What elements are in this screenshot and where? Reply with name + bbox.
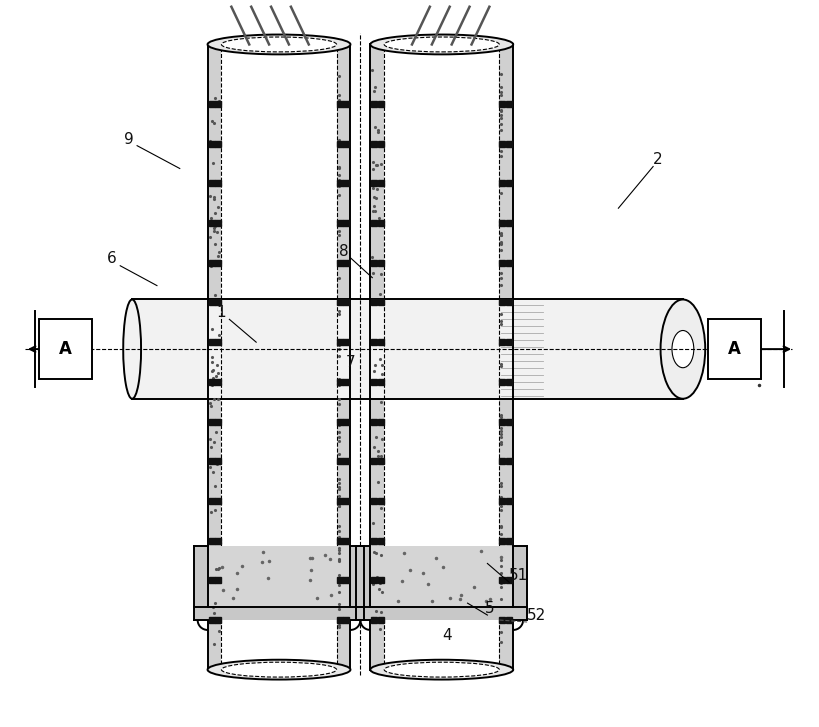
Bar <box>132 300 683 398</box>
Bar <box>370 44 384 670</box>
Text: 52: 52 <box>527 608 546 623</box>
Bar <box>356 545 370 607</box>
Ellipse shape <box>370 35 514 55</box>
FancyBboxPatch shape <box>38 319 93 379</box>
Bar <box>514 545 527 607</box>
Ellipse shape <box>384 37 500 52</box>
Bar <box>337 44 351 670</box>
Text: 9: 9 <box>124 132 134 147</box>
Text: 7: 7 <box>346 355 355 370</box>
Bar <box>351 545 364 607</box>
Text: A: A <box>59 340 72 358</box>
Text: 2: 2 <box>653 151 663 166</box>
Text: A: A <box>728 340 741 358</box>
Ellipse shape <box>672 331 694 368</box>
Ellipse shape <box>207 659 351 680</box>
Bar <box>500 44 514 670</box>
Bar <box>193 607 364 620</box>
Text: 51: 51 <box>509 569 528 583</box>
Bar <box>193 545 207 607</box>
Ellipse shape <box>207 35 351 55</box>
Text: 4: 4 <box>441 628 451 643</box>
Text: 5: 5 <box>484 601 494 616</box>
FancyBboxPatch shape <box>708 319 762 379</box>
Ellipse shape <box>221 662 337 677</box>
Ellipse shape <box>221 37 337 52</box>
Bar <box>207 545 351 609</box>
Ellipse shape <box>384 662 500 677</box>
Bar <box>221 44 337 670</box>
Ellipse shape <box>370 659 514 680</box>
Ellipse shape <box>123 300 141 398</box>
Text: 8: 8 <box>338 244 348 259</box>
Text: 6: 6 <box>107 251 117 266</box>
Ellipse shape <box>661 300 705 398</box>
Text: 1: 1 <box>216 305 226 321</box>
Bar <box>370 545 514 609</box>
Bar <box>356 607 527 620</box>
Bar <box>384 44 500 670</box>
Bar <box>207 44 221 670</box>
